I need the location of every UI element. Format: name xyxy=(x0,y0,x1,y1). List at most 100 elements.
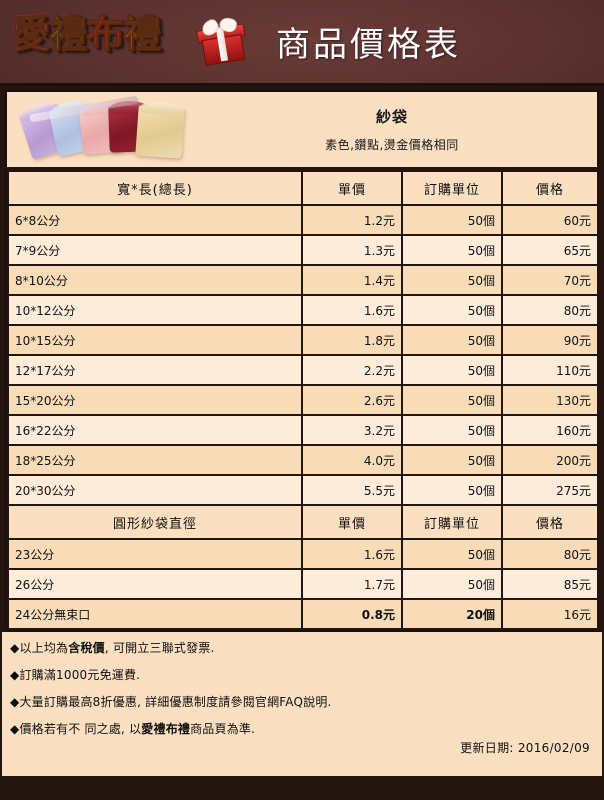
logo-char-2: 禮 xyxy=(48,11,87,56)
cell-order-unit: 50個 xyxy=(401,294,503,326)
column-header: 價格 xyxy=(501,170,599,206)
note-emphasis: 愛禮布禮 xyxy=(141,722,191,736)
table-row: 23公分 1.6元 50個 80元 xyxy=(7,538,599,570)
table-row: 16*22公分 3.2元 50個 160元 xyxy=(7,414,599,446)
logo-char-4: 禮 xyxy=(122,11,161,56)
cell-size: 10*15公分 xyxy=(7,324,303,356)
brand-logo-text: 愛禮布禮 xyxy=(11,10,161,58)
cell-size: 24公分無束口 xyxy=(7,598,303,630)
column-header: 單價 xyxy=(301,170,403,206)
note-bullet-icon: ◆ xyxy=(10,668,20,682)
cell-price: 65元 xyxy=(501,234,599,266)
cell-size: 16*22公分 xyxy=(7,414,303,446)
column-header: 圓形紗袋直徑 xyxy=(7,504,303,540)
cell-price: 80元 xyxy=(501,294,599,326)
cell-order-unit: 50個 xyxy=(401,414,503,446)
column-header: 單價 xyxy=(301,504,403,540)
price-table: 寬*長(總長) 單價 訂購單位 價格 6*8公分 1.2元 50個 60元 7*9公分 1.3元 5… xyxy=(7,170,599,630)
brand-logo[interactable]: 愛禮布禮 xyxy=(0,0,250,85)
note-item: ◆價格若有不 同之處, 以愛禮布禮商品頁為準. xyxy=(10,722,594,736)
cell-unit-price: 0.8元 xyxy=(301,598,403,630)
note-emphasis: 含稅價 xyxy=(68,641,105,655)
cell-price: 60元 xyxy=(501,204,599,236)
cell-size: 10*12公分 xyxy=(7,294,303,326)
cell-price: 275元 xyxy=(501,474,599,506)
note-bullet-icon: ◆ xyxy=(10,641,20,655)
table-row: 26公分 1.7元 50個 85元 xyxy=(7,568,599,600)
product-banner: 紗袋 素色,鑽點,燙金價格相同 xyxy=(7,92,597,170)
logo-char-3: 布 xyxy=(85,11,124,56)
cell-size: 15*20公分 xyxy=(7,384,303,416)
cell-unit-price: 3.2元 xyxy=(301,414,403,446)
cell-size: 8*10公分 xyxy=(7,264,303,296)
cell-price: 70元 xyxy=(501,264,599,296)
table-row: 15*20公分 2.6元 50個 130元 xyxy=(7,384,599,416)
page-title: 商品價格表 xyxy=(276,25,461,65)
cell-price: 80元 xyxy=(501,538,599,570)
cell-price: 130元 xyxy=(501,384,599,416)
cell-order-unit: 50個 xyxy=(401,384,503,416)
notes-section: ◆以上均為含稅價, 可開立三聯式發票. ◆訂購滿1000元免運費. ◆大量訂購最高8… xyxy=(0,632,604,778)
product-info: 紗袋 素色,鑽點,燙金價格相同 xyxy=(207,106,597,153)
product-name: 紗袋 xyxy=(375,108,408,126)
cell-order-unit: 50個 xyxy=(401,354,503,386)
cell-size: 26公分 xyxy=(7,568,303,600)
table-row: 10*12公分 1.6元 50個 80元 xyxy=(7,294,599,326)
note-item: ◆以上均為含稅價, 可開立三聯式發票. xyxy=(10,641,594,655)
note-text: 以上均為 xyxy=(19,641,69,655)
cell-unit-price: 1.7元 xyxy=(301,568,403,600)
note-bullet-icon: ◆ xyxy=(10,722,20,736)
cell-price: 16元 xyxy=(501,598,599,630)
column-header: 價格 xyxy=(501,504,599,540)
note-text-tail: 商品頁為準. xyxy=(190,722,256,736)
cell-price: 160元 xyxy=(501,414,599,446)
cell-order-unit: 50個 xyxy=(401,568,503,600)
table-row: 18*25公分 4.0元 50個 200元 xyxy=(7,444,599,476)
cell-unit-price: 1.6元 xyxy=(301,294,403,326)
page-header: 愛禮布禮 商品價格表 xyxy=(0,0,604,86)
column-header: 訂購單位 xyxy=(401,504,503,540)
table-row: 10*15公分 1.8元 50個 90元 xyxy=(7,324,599,356)
update-date: 更新日期: 2016/02/09 xyxy=(460,741,590,755)
cell-unit-price: 1.6元 xyxy=(301,538,403,570)
cell-order-unit: 50個 xyxy=(401,444,503,476)
cell-size: 20*30公分 xyxy=(7,474,303,506)
cell-order-unit: 20個 xyxy=(401,598,503,630)
column-header: 寬*長(總長) xyxy=(7,170,303,206)
cell-order-unit: 50個 xyxy=(401,234,503,266)
table-header-row: 圓形紗袋直徑 單價 訂購單位 價格 xyxy=(7,504,599,540)
note-item: ◆訂購滿1000元免運費. xyxy=(10,668,594,682)
cell-size: 23公分 xyxy=(7,538,303,570)
cell-unit-price: 1.4元 xyxy=(301,264,403,296)
cell-price: 200元 xyxy=(501,444,599,476)
note-item: ◆大量訂購最高8折優惠, 詳細優惠制度請參閱官網FAQ說明. xyxy=(10,695,594,709)
cell-order-unit: 50個 xyxy=(401,204,503,236)
note-text: 訂購滿1000元免運費. xyxy=(19,668,141,682)
table-row: 8*10公分 1.4元 50個 70元 xyxy=(7,264,599,296)
note-text-tail: , 可開立三聯式發票. xyxy=(104,641,215,655)
logo-char-1: 愛 xyxy=(11,11,50,56)
cell-order-unit: 50個 xyxy=(401,324,503,356)
product-subtitle: 素色,鑽點,燙金價格相同 xyxy=(325,138,459,152)
cell-unit-price: 5.5元 xyxy=(301,474,403,506)
cell-unit-price: 1.3元 xyxy=(301,234,403,266)
table-row: 7*9公分 1.3元 50個 65元 xyxy=(7,234,599,266)
cell-size: 6*8公分 xyxy=(7,204,303,236)
cell-order-unit: 50個 xyxy=(401,538,503,570)
table-row: 20*30公分 5.5元 50個 275元 xyxy=(7,474,599,506)
table-row: 24公分無束口 0.8元 20個 16元 xyxy=(7,598,599,630)
table-header-row: 寬*長(總長) 單價 訂購單位 價格 xyxy=(7,170,599,206)
cell-price: 110元 xyxy=(501,354,599,386)
mesh-bag-cream xyxy=(135,104,185,159)
table-row: 12*17公分 2.2元 50個 110元 xyxy=(7,354,599,386)
product-photo xyxy=(7,93,207,167)
price-table-container: 紗袋 素色,鑽點,燙金價格相同 寬*長(總長) 單價 訂購單位 價格 6*8公分 1.2元… xyxy=(5,90,599,632)
cell-order-unit: 50個 xyxy=(401,474,503,506)
cell-unit-price: 2.2元 xyxy=(301,354,403,386)
cell-unit-price: 2.6元 xyxy=(301,384,403,416)
cell-price: 90元 xyxy=(501,324,599,356)
note-text: 價格若有不 同之處, 以 xyxy=(19,722,142,736)
cell-size: 12*17公分 xyxy=(7,354,303,386)
gift-box-icon xyxy=(195,15,249,66)
